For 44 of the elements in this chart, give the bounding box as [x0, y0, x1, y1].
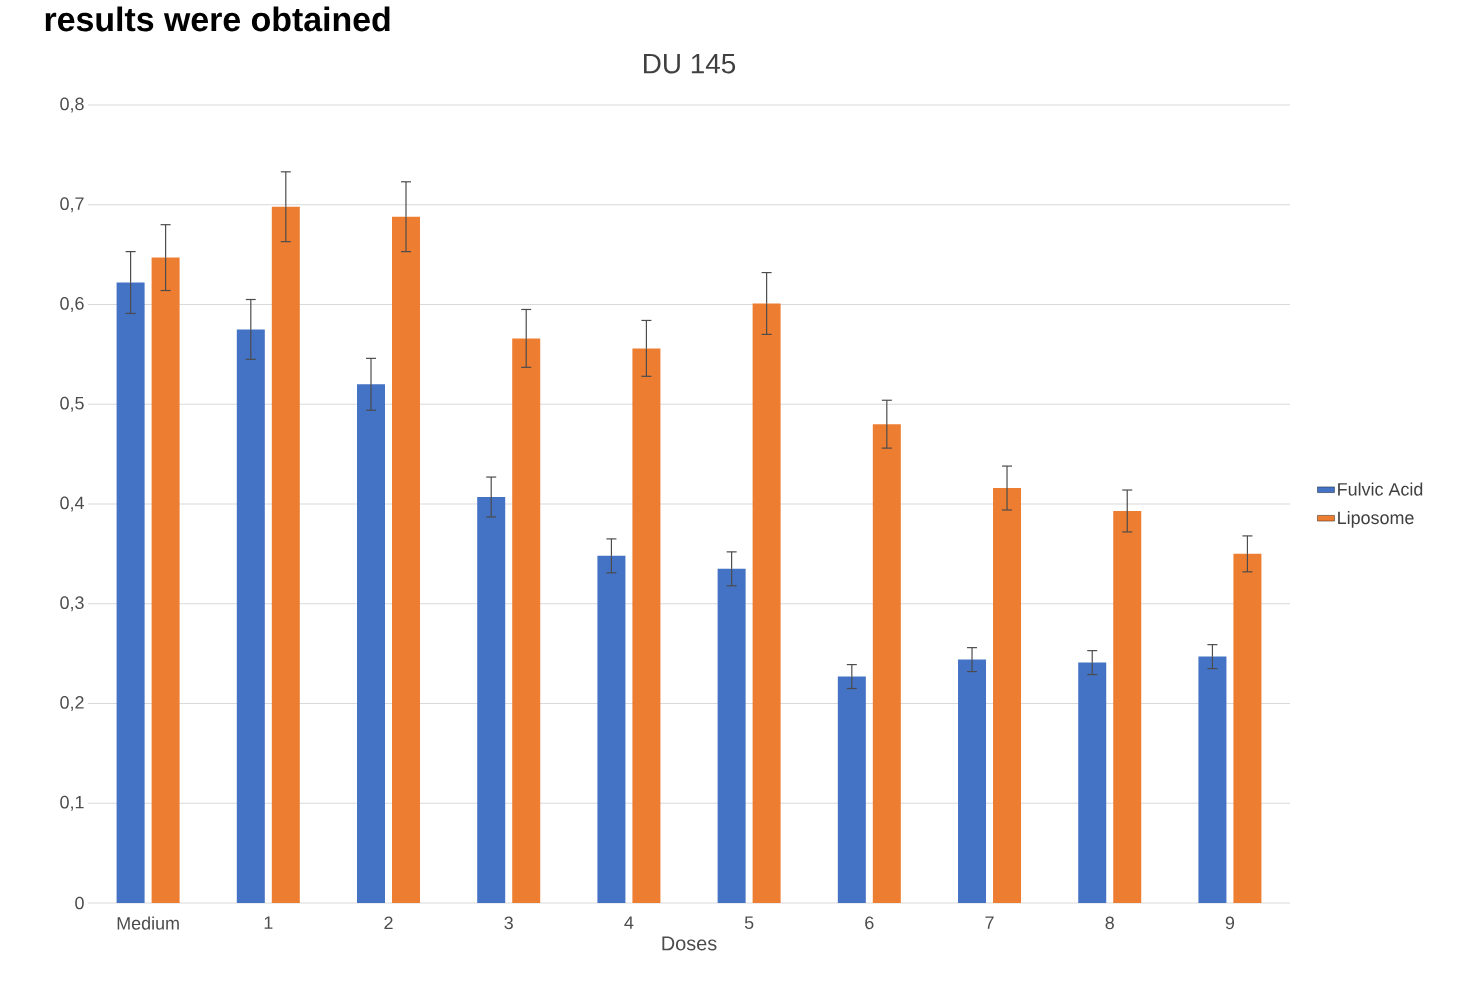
x-tick-label: 6: [865, 916, 874, 930]
x-tick-label: 8: [1105, 916, 1114, 930]
y-tick-label: 0,7: [60, 197, 84, 213]
x-tick-label: 4: [624, 916, 634, 929]
y-tick-label: 0,5: [60, 396, 84, 412]
bar: [872, 424, 901, 903]
bar: [512, 338, 541, 903]
x-tick-label: 5: [744, 916, 754, 930]
bar: [116, 282, 145, 903]
y-tick-label: 0,2: [60, 696, 84, 711]
bar: [1198, 656, 1227, 903]
bar: [837, 676, 866, 903]
bar: [993, 488, 1022, 903]
bar: [597, 555, 626, 903]
bar: [717, 568, 746, 903]
bar: [632, 348, 661, 903]
y-tick-label: 0,4: [60, 496, 84, 512]
legend-label: Fulvic Acid: [1338, 482, 1423, 496]
chart-title: DU 145: [644, 54, 736, 74]
y-tick-label: 0: [75, 896, 84, 910]
y-tick-label: 0,3: [60, 596, 84, 612]
x-tick-label: 2: [384, 916, 393, 930]
bar: [1233, 553, 1262, 903]
text: results were obtained: [45, 6, 390, 32]
bar: [271, 206, 300, 903]
x-tick-label: 7: [985, 916, 994, 929]
bar: [151, 257, 180, 903]
x-tick-label: 1: [264, 916, 273, 929]
bar: [958, 659, 987, 903]
bar: [357, 384, 386, 903]
y-tick-label: 0,1: [60, 795, 84, 811]
bar: [477, 497, 506, 903]
x-tick-label: 9: [1225, 916, 1235, 930]
bar: [236, 329, 265, 903]
y-tick-label: 0,8: [60, 97, 84, 113]
y-tick-label: 0,6: [60, 297, 84, 312]
bar: [1078, 662, 1107, 903]
bar: [752, 303, 781, 903]
x-axis-title: Doses: [662, 936, 717, 951]
bar: [1113, 510, 1142, 903]
x-tick-label: Medium: [117, 916, 179, 930]
x-tick-label: 3: [504, 916, 513, 930]
legend-label: Liposome: [1338, 510, 1414, 528]
bar: [392, 216, 421, 903]
